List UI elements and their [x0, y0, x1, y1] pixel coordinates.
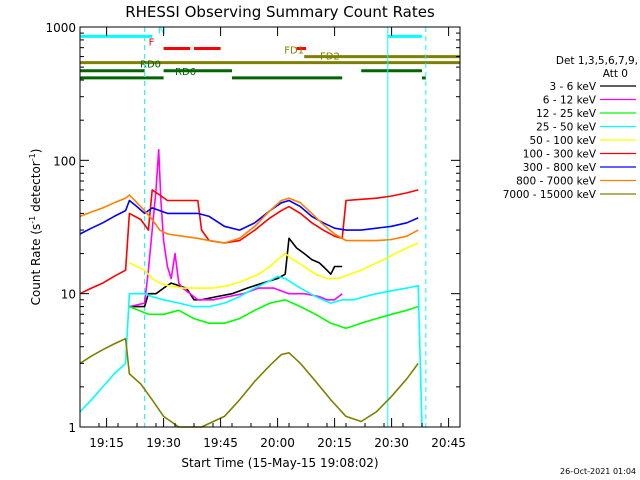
flag-label-f: F: [149, 37, 155, 48]
series-line-5: [79, 189, 419, 295]
legend-label: 25 - 50 keV: [536, 122, 597, 134]
series-line-8: [79, 337, 419, 428]
series-line-3: [79, 275, 423, 428]
series-line-0: [129, 237, 343, 308]
series-group: [79, 149, 423, 428]
x-tick-label: 19:45: [203, 436, 238, 450]
x-axis-label: Start Time (15-May-15 19:08:02): [181, 456, 378, 470]
flag-label-fd2: FD2: [320, 52, 340, 63]
generation-timestamp: 26-Oct-2021 01:04: [560, 467, 636, 476]
legend-header: Att 0: [603, 68, 628, 80]
series-line-4: [129, 242, 419, 289]
y-tick-label: 1: [68, 421, 76, 435]
y-tick-label: 1000: [45, 21, 76, 35]
legend-label: 12 - 25 keV: [536, 108, 597, 120]
series-line-1: [129, 149, 343, 308]
x-tick-label: 20:00: [260, 436, 295, 450]
y-tick-label: 100: [53, 154, 76, 168]
legend-label: 7000 - 15000 keV: [503, 189, 597, 201]
plot-frame: [79, 26, 461, 428]
x-tick-label: 20:45: [431, 436, 466, 450]
x-tick-label: 19:30: [146, 436, 181, 450]
y-axis-label: Count Rate (s-1 detector-1): [28, 149, 43, 306]
legend-header: Det 1,3,5,6,7,9,: [556, 55, 638, 67]
x-tick-label: 20:30: [374, 436, 409, 450]
legend-label: 300 - 800 keV: [523, 162, 597, 174]
x-axis: 19:15 19:30 19:45 20:00 20:15 20:30 20:45: [79, 27, 466, 450]
flag-label-rd6: RD6: [175, 67, 196, 78]
legend-label: 50 - 100 keV: [529, 135, 596, 147]
flag-label-n: N: [158, 25, 165, 36]
x-tick-label: 19:15: [89, 436, 124, 450]
flag-label-fd1: FD1: [284, 46, 304, 57]
flag-segments: NF FD1 FD2 RD0 RD6: [80, 25, 460, 80]
legend-label: 800 - 7000 keV: [516, 176, 597, 188]
legend-label: 3 - 6 keV: [549, 81, 596, 93]
flag-label-rd0: RD0: [140, 60, 161, 71]
legend-label: 100 - 300 keV: [523, 149, 597, 161]
chart-title: RHESSI Observing Summary Count Rates: [125, 3, 435, 21]
series-line-6: [79, 199, 419, 235]
legend-label: 6 - 12 keV: [543, 95, 597, 107]
series-line-7: [79, 194, 419, 244]
y-tick-label: 10: [61, 288, 76, 302]
legend: Det 1,3,5,6,7,9,Att 0 3 - 6 keV 6 - 12 keV…: [503, 55, 638, 201]
y-axis: 1 10 100 1000: [45, 21, 460, 435]
x-tick-label: 20:15: [317, 436, 352, 450]
series-line-2: [129, 298, 419, 330]
